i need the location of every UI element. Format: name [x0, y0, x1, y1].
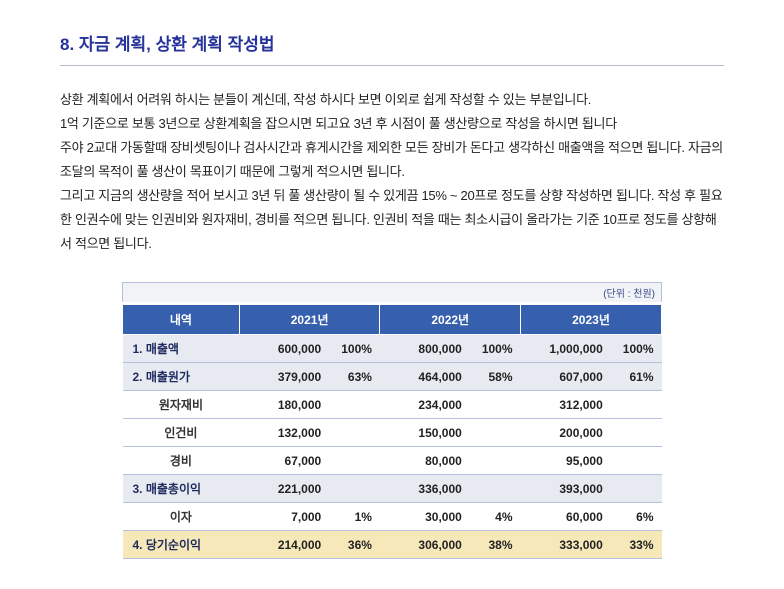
cell-value: 67,000 [239, 447, 333, 475]
cell-percent [333, 391, 380, 419]
cell-percent: 100% [474, 335, 521, 363]
cell-value: 312,000 [521, 391, 615, 419]
table-header-row: 내역 2021년 2022년 2023년 [123, 305, 662, 335]
row-label: 이자 [123, 503, 240, 531]
cell-value: 60,000 [521, 503, 615, 531]
row-label: 3. 매출총이익 [123, 475, 240, 503]
unit-label: (단위 : 천원) [122, 282, 662, 302]
table-row: 2. 매출원가379,00063%464,00058%607,00061% [123, 363, 662, 391]
row-label: 1. 매출액 [123, 335, 240, 363]
cell-value: 132,000 [239, 419, 333, 447]
cell-percent: 33% [615, 531, 662, 559]
cell-value: 214,000 [239, 531, 333, 559]
cell-value: 306,000 [380, 531, 474, 559]
cell-value: 800,000 [380, 335, 474, 363]
table-row: 이자7,0001%30,0004%60,0006% [123, 503, 662, 531]
row-label: 원자재비 [123, 391, 240, 419]
row-label: 인건비 [123, 419, 240, 447]
section-title: 8. 자금 계획, 상환 계획 작성법 [60, 30, 724, 55]
cell-value: 80,000 [380, 447, 474, 475]
row-label: 경비 [123, 447, 240, 475]
cell-percent: 100% [615, 335, 662, 363]
cell-value: 234,000 [380, 391, 474, 419]
cell-percent [615, 419, 662, 447]
table-row: 경비67,000 80,000 95,000 [123, 447, 662, 475]
cell-value: 150,000 [380, 419, 474, 447]
table-row: 원자재비180,000 234,000 312,000 [123, 391, 662, 419]
cell-percent [615, 475, 662, 503]
cell-value: 200,000 [521, 419, 615, 447]
table-row: 3. 매출총이익221,000 336,000 393,000 [123, 475, 662, 503]
table-row: 인건비132,000 150,000 200,000 [123, 419, 662, 447]
cell-value: 1,000,000 [521, 335, 615, 363]
cell-percent: 100% [333, 335, 380, 363]
cell-percent: 1% [333, 503, 380, 531]
cell-percent: 4% [474, 503, 521, 531]
cell-percent: 63% [333, 363, 380, 391]
cell-percent [615, 447, 662, 475]
cell-percent [474, 475, 521, 503]
cell-percent: 61% [615, 363, 662, 391]
cell-value: 180,000 [239, 391, 333, 419]
cell-value: 464,000 [380, 363, 474, 391]
cell-percent [474, 447, 521, 475]
cell-percent: 58% [474, 363, 521, 391]
cell-value: 600,000 [239, 335, 333, 363]
finance-table: 내역 2021년 2022년 2023년 1. 매출액600,000100%80… [122, 304, 662, 559]
row-label: 4. 당기순이익 [123, 531, 240, 559]
cell-percent [333, 419, 380, 447]
cell-percent: 6% [615, 503, 662, 531]
cell-percent [474, 391, 521, 419]
cell-value: 393,000 [521, 475, 615, 503]
table-row: 1. 매출액600,000100%800,000100%1,000,000100… [123, 335, 662, 363]
cell-value: 336,000 [380, 475, 474, 503]
table-row: 4. 당기순이익214,00036%306,00038%333,00033% [123, 531, 662, 559]
cell-value: 95,000 [521, 447, 615, 475]
th-category: 내역 [123, 305, 240, 335]
cell-percent [333, 475, 380, 503]
cell-percent: 36% [333, 531, 380, 559]
cell-percent [615, 391, 662, 419]
cell-value: 30,000 [380, 503, 474, 531]
th-year-2022: 2022년 [380, 305, 521, 335]
cell-value: 607,000 [521, 363, 615, 391]
cell-value: 221,000 [239, 475, 333, 503]
cell-value: 379,000 [239, 363, 333, 391]
th-year-2023: 2023년 [521, 305, 662, 335]
row-label: 2. 매출원가 [123, 363, 240, 391]
cell-percent: 38% [474, 531, 521, 559]
cell-percent [474, 419, 521, 447]
divider [60, 65, 724, 66]
body-paragraph: 상환 계획에서 어려워 하시는 분들이 계신데, 작성 하시다 보면 이외로 쉽… [60, 88, 724, 256]
th-year-2021: 2021년 [239, 305, 380, 335]
cell-value: 7,000 [239, 503, 333, 531]
cell-value: 333,000 [521, 531, 615, 559]
cell-percent [333, 447, 380, 475]
